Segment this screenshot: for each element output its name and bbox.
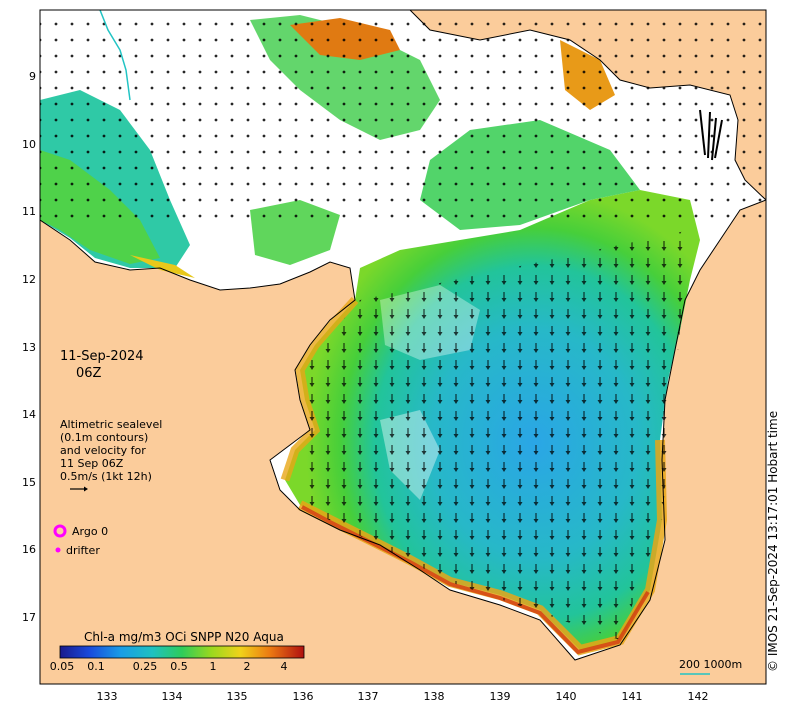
legend-line: and velocity for bbox=[60, 444, 146, 457]
velocity-dots-north bbox=[40, 10, 766, 220]
colorbar-tick: 0.25 bbox=[132, 660, 158, 673]
colorbar-title: Chl-a mg/m3 OCi SNPP N20 Aqua bbox=[84, 630, 284, 644]
lat-tick: 14 bbox=[22, 408, 36, 421]
land-south bbox=[40, 200, 766, 684]
drifter-label: drifter bbox=[66, 544, 100, 557]
coastline bbox=[40, 199, 766, 661]
lon-tick: 140 bbox=[555, 690, 577, 703]
drifter-marker bbox=[55, 547, 61, 553]
colorbar-tick: 0.1 bbox=[87, 660, 105, 673]
legend-line: (0.1m contours) bbox=[60, 431, 149, 444]
colorbar-tick: 1 bbox=[209, 660, 217, 673]
current-arrows-cluster bbox=[699, 109, 723, 161]
lat-tick: 9 bbox=[29, 70, 36, 83]
lon-tick: 136 bbox=[292, 690, 314, 703]
colorbar bbox=[59, 645, 305, 659]
colorbar-tick: 0.5 bbox=[170, 660, 188, 673]
credit-text: © IMOS 21-Sep-2024 13:17:01 Hobart time bbox=[766, 410, 780, 672]
legend-line: Altimetric sealevel bbox=[60, 418, 163, 431]
lat-tick: 12 bbox=[22, 273, 36, 286]
lon-tick: 142 bbox=[687, 690, 709, 703]
date-label: 11-Sep-2024 bbox=[60, 349, 144, 364]
lat-tick: 13 bbox=[22, 341, 36, 354]
lon-tick: 139 bbox=[489, 690, 511, 703]
lon-tick: 133 bbox=[96, 690, 118, 703]
isobath-line bbox=[99, 10, 131, 101]
lon-tick: 138 bbox=[423, 690, 445, 703]
argo-marker bbox=[53, 524, 67, 538]
lat-tick: 11 bbox=[22, 205, 36, 218]
lat-tick: 16 bbox=[22, 543, 36, 556]
legend-line: 0.5m/s (1kt 12h) bbox=[60, 470, 152, 483]
lat-tick: 17 bbox=[22, 611, 36, 624]
lat-tick: 15 bbox=[22, 476, 36, 489]
argo-label: Argo 0 bbox=[72, 525, 109, 538]
lat-tick: 10 bbox=[22, 138, 36, 151]
lon-tick: 141 bbox=[621, 690, 643, 703]
scale-label: 200 1000m bbox=[679, 658, 743, 671]
lon-tick: 135 bbox=[226, 690, 248, 703]
time-label: 06Z bbox=[76, 366, 102, 381]
colorbar-tick: 2 bbox=[243, 660, 251, 673]
colorbar-tick: 0.05 bbox=[49, 660, 75, 673]
lon-tick: 137 bbox=[357, 690, 379, 703]
colorbar-tick: 4 bbox=[280, 660, 288, 673]
legend-line: 11 Sep 06Z bbox=[60, 457, 124, 470]
altimetry-legend: Altimetric sealevel (0.1m contours) and … bbox=[60, 418, 162, 483]
velocity-arrows-gulf bbox=[300, 230, 690, 640]
lon-tick: 134 bbox=[161, 690, 183, 703]
